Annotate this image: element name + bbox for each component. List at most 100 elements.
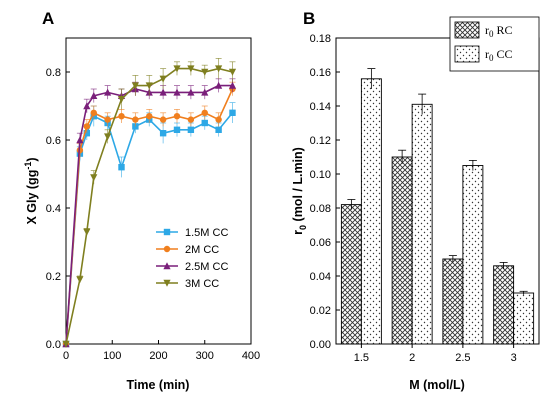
x-tick-label: 300 — [196, 350, 214, 362]
panel-b-plot-frame — [335, 37, 540, 345]
data-point — [201, 68, 209, 76]
x-tick-label: 2.5 — [455, 352, 470, 364]
panel-a-x-axis: 0 100 200 300 400 — [63, 340, 260, 362]
x-tick-label: 2 — [409, 352, 415, 364]
y-tick-label: 0.14 — [310, 101, 331, 113]
data-point — [159, 75, 167, 83]
data-point — [215, 81, 223, 89]
legend-marker — [163, 228, 171, 236]
legend-marker — [163, 279, 171, 287]
x-tick-label: 0 — [63, 350, 69, 362]
panel-a-letter: A — [42, 9, 54, 28]
data-point — [228, 81, 237, 89]
panel-a-y-label: X Gly (gg-1) — [23, 157, 39, 224]
data-point — [76, 136, 84, 144]
data-point — [76, 276, 84, 284]
data-point — [159, 116, 167, 123]
data-point — [228, 68, 237, 76]
data-point — [132, 116, 139, 123]
series-line — [65, 84, 233, 345]
y-tick-label: 0.02 — [310, 305, 331, 317]
data-point — [62, 340, 70, 348]
panel-b-letter: B — [303, 9, 315, 28]
data-point — [90, 109, 97, 117]
legend-swatch — [454, 45, 480, 63]
data-point — [118, 113, 125, 120]
series-line — [65, 67, 233, 345]
panel-b-bars — [340, 68, 535, 345]
legend-label: 2M CC — [185, 244, 219, 256]
y-tick-label: 0.00 — [310, 339, 331, 351]
series-3M-CC — [62, 58, 237, 348]
y-tick-label: 0.0 — [46, 339, 61, 351]
panel-b-x-axis: 1.5 2 2.5 3 — [354, 344, 517, 364]
legend-swatch — [454, 21, 480, 39]
y-tick-label: 0.06 — [310, 237, 331, 249]
data-point — [215, 65, 223, 73]
x-tick-label: 100 — [103, 350, 121, 362]
panel-b-legend: r0 RC r0 CC — [449, 16, 540, 72]
y-tick-label: 0.6 — [46, 135, 61, 147]
legend-label: r0 CC — [485, 47, 513, 63]
series-1_5M-CC — [62, 102, 236, 348]
x-tick-label: 400 — [242, 350, 260, 362]
legend-label: 3M CC — [185, 278, 219, 290]
data-point — [187, 88, 195, 96]
data-point — [145, 82, 153, 90]
y-tick-label: 0.4 — [46, 203, 61, 215]
bar — [442, 258, 464, 345]
panel-a-series — [62, 58, 237, 348]
data-point — [90, 92, 98, 99]
data-point — [90, 174, 98, 182]
data-point — [173, 88, 181, 96]
panel-b-y-label: r0 (mol / L.min) — [291, 147, 308, 235]
legend-label: r0 RC — [485, 23, 513, 39]
data-point — [187, 116, 195, 123]
bar — [391, 156, 413, 345]
panel-b: B 0.000.020.040.060.080.100.120.140.160.… — [291, 9, 540, 392]
legend-marker — [163, 245, 171, 253]
data-point — [104, 133, 112, 141]
panel-a-plot-frame — [65, 37, 252, 345]
data-point — [173, 113, 181, 120]
data-point — [83, 123, 91, 130]
bar — [462, 165, 484, 345]
x-tick-label: 3 — [511, 352, 517, 364]
data-point — [215, 126, 222, 133]
legend-label: 1.5M CC — [185, 227, 228, 239]
y-tick-label: 0.12 — [310, 135, 331, 147]
panel-b-x-label: M (mol/L) — [409, 378, 465, 392]
y-tick-label: 0.10 — [310, 169, 331, 181]
panel-a-x-label: Time (min) — [127, 378, 190, 392]
data-point — [131, 82, 139, 90]
data-point — [118, 164, 125, 171]
bar — [493, 265, 515, 345]
series-line — [65, 88, 234, 345]
data-point — [215, 116, 222, 123]
data-point — [159, 130, 167, 137]
data-point — [173, 65, 181, 73]
bar — [513, 292, 535, 345]
data-point — [104, 88, 112, 96]
bar — [360, 78, 382, 345]
data-point — [201, 88, 209, 96]
x-tick-label: 200 — [149, 350, 167, 362]
panel-a-y-axis: 0.0 0.2 0.4 0.6 0.8 — [46, 67, 70, 351]
bar — [340, 204, 362, 345]
data-point — [201, 119, 208, 127]
y-tick-label: 0.8 — [46, 67, 61, 79]
bar — [411, 103, 433, 345]
data-point — [83, 228, 91, 236]
data-point — [146, 113, 153, 120]
y-tick-label: 0.18 — [310, 33, 331, 45]
data-point — [187, 126, 195, 133]
legend-marker — [163, 262, 171, 270]
panel-b-y-axis: 0.00 0.02 0.04 0.06 0.08 0.10 0.12 0.14 0.16 0.18 — [310, 33, 340, 351]
x-tick-label: 1.5 — [354, 352, 369, 364]
y-tick-label: 0.08 — [310, 203, 331, 215]
y-tick-label: 0.2 — [46, 271, 61, 283]
data-point — [104, 116, 111, 123]
panel-a-legend: 1.5M CC 2M CC 2.5M CC 3M CC — [156, 227, 228, 290]
data-point — [83, 102, 91, 110]
